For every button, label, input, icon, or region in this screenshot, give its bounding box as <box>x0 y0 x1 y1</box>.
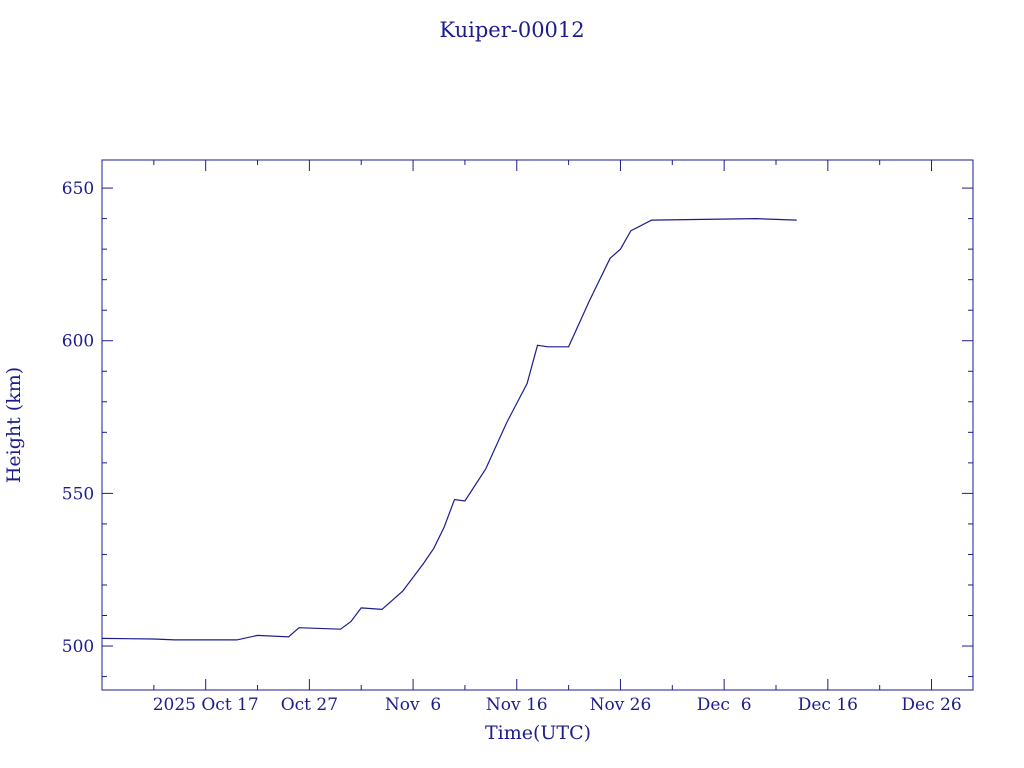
x-tick-label: Dec 26 <box>901 695 961 715</box>
x-tick-label: Oct 27 <box>281 695 338 715</box>
x-axis-label: Time(UTC) <box>485 722 591 744</box>
x-tick-label: Dec 16 <box>798 695 858 715</box>
y-tick-label: 600 <box>62 332 94 352</box>
chart-title: Kuiper-00012 <box>439 18 584 42</box>
y-tick-label: 500 <box>62 637 94 657</box>
plot-frame <box>101 159 974 691</box>
data-line <box>101 217 797 641</box>
y-axis-label: Height (km) <box>3 367 25 483</box>
y-tick-label: 650 <box>62 179 94 199</box>
x-tick-label: Nov 26 <box>590 695 652 715</box>
x-tick-label: Nov 6 <box>385 695 441 715</box>
y-tick-label: 550 <box>62 484 94 504</box>
x-tick-label: 2025 Oct 17 <box>153 695 259 715</box>
x-tick-label: Dec 6 <box>697 695 752 715</box>
x-tick-label: Nov 16 <box>486 695 548 715</box>
